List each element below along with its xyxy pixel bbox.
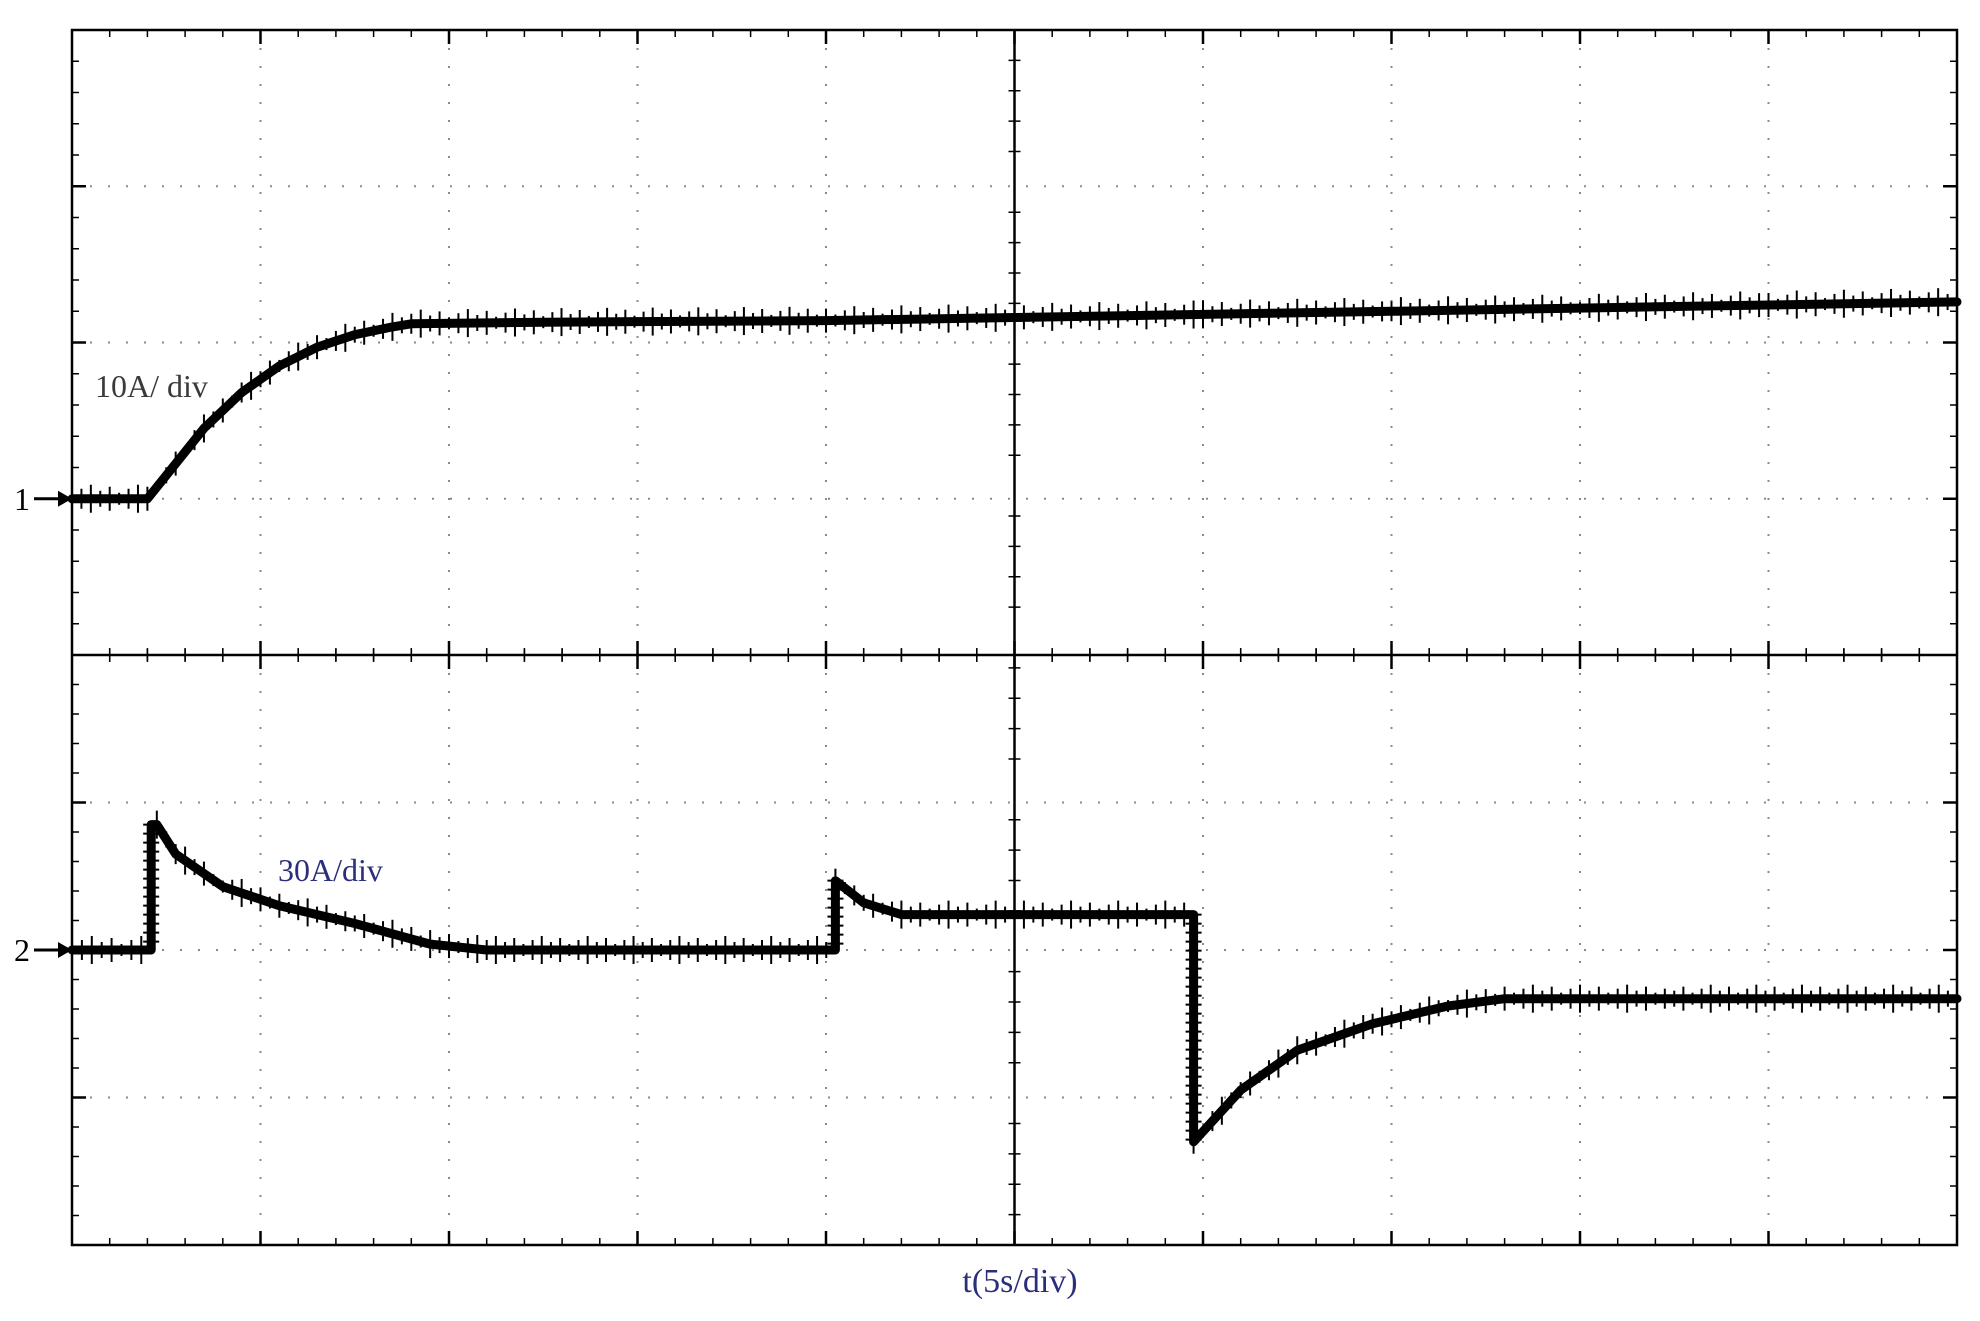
bottom-scale-label: 30A/div <box>278 852 383 888</box>
x-axis-label: t(5s/div) <box>962 1263 1077 1300</box>
traces <box>67 288 1962 1154</box>
top-scale-label: 10A/ div <box>95 368 208 404</box>
labels: 10A/ div 30A/div t(5s/div) <box>95 368 1078 1300</box>
channel-marker-1: 1 <box>14 481 30 517</box>
channel-marker-2: 2 <box>14 932 30 968</box>
channel-marker-arrowhead <box>58 942 72 958</box>
channel-markers: 12 <box>14 481 72 968</box>
trace-channel-2 <box>67 820 1962 1147</box>
grid <box>70 28 1959 1247</box>
channel-marker-arrowhead <box>58 490 72 507</box>
